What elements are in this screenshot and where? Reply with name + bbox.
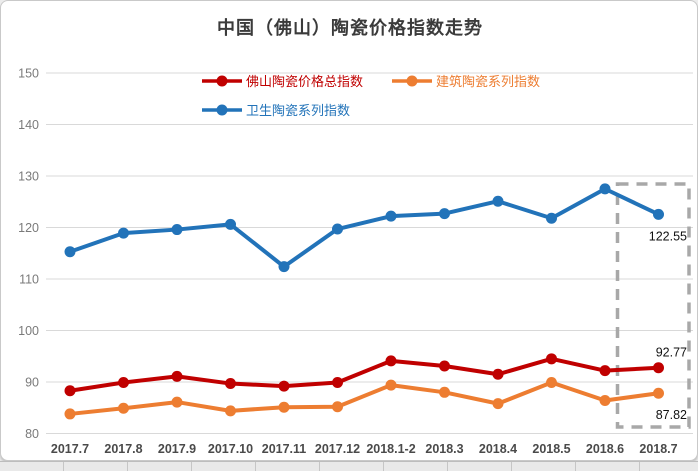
y-tick-label: 110 [19, 273, 39, 287]
x-tick-label: 2017.8 [104, 442, 142, 456]
data-point [64, 408, 76, 420]
line-chart-plot: 80 90 100 110 120 130 140 150 2017.7 2017.8 2017.9… [18, 67, 693, 456]
chart-card: 中国（佛山）陶瓷价格指数走势 佛山陶瓷价格总指数 建筑陶瓷系列指数 卫生陶瓷系列… [0, 0, 698, 461]
data-point [599, 365, 611, 377]
data-point [171, 224, 183, 236]
data-point [439, 360, 450, 372]
chart-title: 中国（佛山）陶瓷价格指数走势 [217, 18, 483, 38]
legend-item-sanitary-index: 卫生陶瓷系列指数 [201, 100, 350, 119]
legend-label: 卫生陶瓷系列指数 [246, 103, 351, 118]
y-tick-label: 140 [18, 118, 39, 132]
x-tick-label: 2018.4 [479, 442, 517, 456]
data-point [278, 401, 290, 413]
data-point [332, 377, 343, 389]
data-point [225, 405, 236, 417]
data-point [653, 387, 664, 399]
data-point [385, 379, 397, 391]
data-point [118, 227, 129, 239]
data-point [64, 385, 76, 397]
spreadsheet-row-strip [0, 461, 698, 471]
data-point [118, 402, 129, 414]
line-marker-icon [392, 75, 432, 86]
data-point [385, 210, 397, 222]
line-marker-icon [202, 104, 242, 115]
y-tick-label: 120 [18, 221, 39, 235]
x-tick-label: 2017.11 [262, 442, 307, 456]
data-point [492, 398, 504, 410]
data-point [171, 396, 183, 408]
line-marker-icon [202, 75, 242, 86]
data-point [599, 395, 611, 407]
x-tick-label: 2018.6 [586, 442, 624, 456]
x-tick-label: 2017.9 [158, 442, 196, 456]
highlight-box [615, 182, 691, 429]
data-point [278, 380, 290, 392]
data-point [492, 368, 504, 380]
data-point [225, 378, 236, 390]
data-point [171, 370, 183, 382]
x-tick-label: 2018.1-2 [366, 442, 415, 456]
x-tick-label: 2017.10 [208, 442, 253, 456]
data-point [599, 183, 611, 195]
data-point [546, 377, 557, 389]
x-tick-label: 2018.5 [532, 442, 570, 456]
data-point [546, 353, 557, 365]
data-point [225, 218, 236, 230]
data-point [439, 208, 450, 220]
legend-item-building-index: 建筑陶瓷系列指数 [391, 71, 540, 90]
x-tick-label: 2017.12 [315, 442, 360, 456]
data-point [332, 223, 343, 235]
series-line-0 [68, 356, 661, 393]
data-point [546, 212, 557, 224]
series-line-1 [68, 380, 661, 416]
y-tick-label: 80 [25, 427, 39, 441]
y-tick-label: 130 [18, 170, 39, 184]
y-tick-label: 150 [18, 67, 39, 81]
data-point [653, 362, 664, 374]
data-label: 87.82 [656, 408, 687, 422]
data-label: 92.77 [656, 346, 687, 360]
data-point [278, 261, 290, 273]
data-point [118, 377, 129, 389]
legend-item-total-index: 佛山陶瓷价格总指数 [201, 71, 363, 90]
data-point [332, 401, 343, 413]
data-label: 122.55 [649, 229, 687, 243]
legend-label: 建筑陶瓷系列指数 [436, 74, 541, 89]
data-point [492, 195, 504, 207]
y-tick-label: 100 [18, 324, 39, 338]
x-tick-label: 2018.7 [639, 442, 677, 456]
x-tick-label: 2018.3 [425, 442, 463, 456]
y-tick-label: 90 [25, 376, 39, 390]
data-point [653, 208, 664, 220]
series-line-2 [68, 186, 661, 269]
data-point [64, 246, 76, 258]
legend-label: 佛山陶瓷价格总指数 [246, 74, 364, 89]
x-tick-label: 2017.7 [51, 442, 89, 456]
data-point [439, 386, 450, 398]
data-point [385, 355, 397, 367]
